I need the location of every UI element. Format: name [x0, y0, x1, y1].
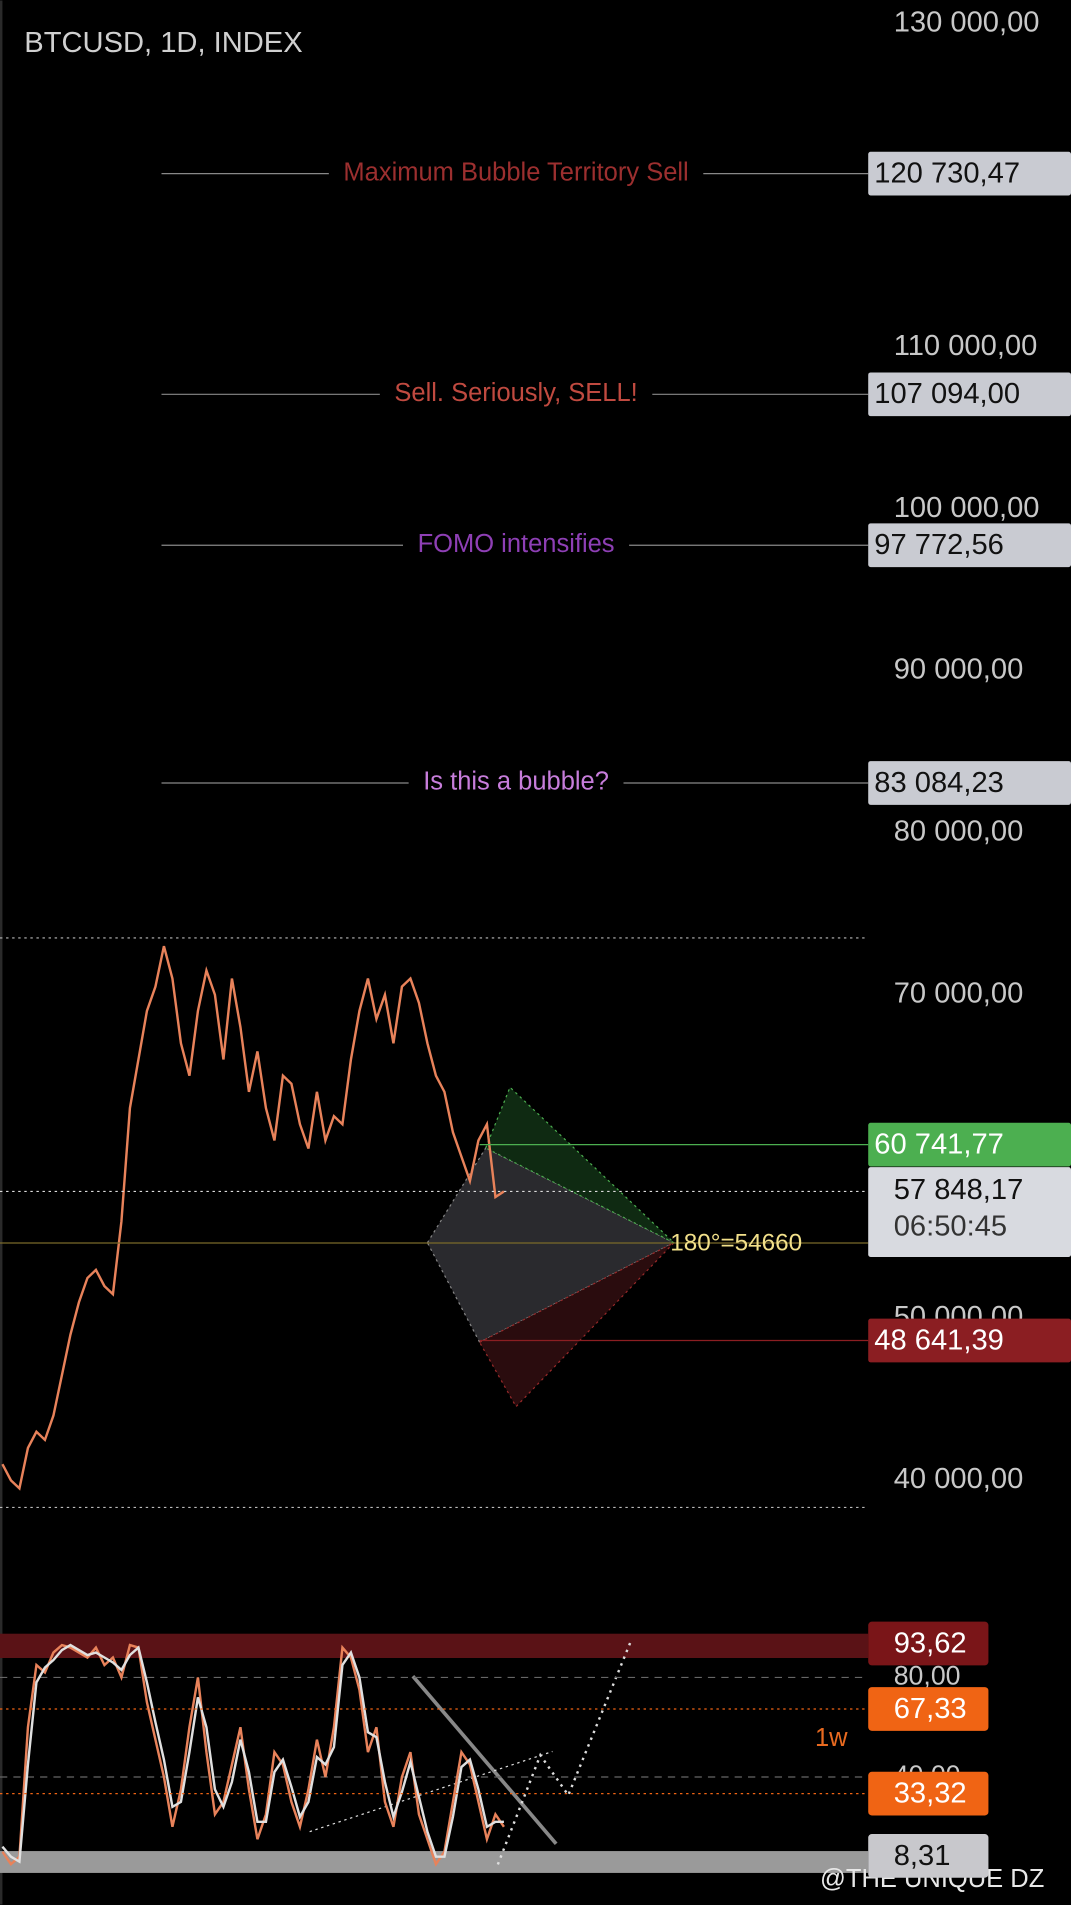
y-tick-label: 90 000,00	[894, 654, 1024, 686]
projection-down	[478, 1242, 675, 1408]
y-tick-label: 80,00	[894, 1660, 961, 1690]
series-line	[1, 945, 505, 1491]
price-label-box	[868, 761, 1071, 805]
price-label: 48 641,39	[874, 1324, 1004, 1356]
projection-up	[484, 1086, 675, 1244]
y-tick-label: 100 000,00	[894, 492, 1040, 524]
value-label: 93,62	[894, 1627, 967, 1659]
price-label: 107 094,00	[874, 378, 1020, 410]
overbought-band	[0, 1633, 869, 1658]
price-label: 120 730,47	[874, 158, 1020, 190]
support-line	[309, 1750, 553, 1833]
level-label: Maximum Bubble Territory Sell	[343, 158, 688, 186]
value-label: 67,33	[894, 1693, 967, 1725]
target-label: 180°=54660	[670, 1230, 802, 1257]
projection-path	[496, 1639, 633, 1865]
price-label: 57 848,17	[894, 1174, 1024, 1206]
y-tick-label: 80 000,00	[894, 816, 1024, 848]
level-label: Is this a bubble?	[423, 768, 609, 796]
price-label-box	[868, 1167, 1071, 1258]
value-label-box	[868, 1621, 989, 1666]
price-label: 97 772,56	[874, 529, 1004, 561]
price-label-box	[868, 151, 1071, 196]
y-tick-label: 70 000,00	[894, 977, 1024, 1009]
y-tick-label: 40 000,00	[894, 1463, 1024, 1495]
value-label-box	[868, 1834, 989, 1878]
y-tick-label: 110 000,00	[894, 330, 1038, 362]
value-label: 33,32	[894, 1778, 967, 1810]
level-label: FOMO intensifies	[418, 530, 615, 558]
series-line	[1, 1643, 505, 1867]
value-label: 8,31	[894, 1840, 951, 1872]
chart-title: BTCUSD, 1D, INDEX	[24, 27, 302, 59]
price-label: 60 741,77	[874, 1129, 1004, 1161]
price-label-box	[868, 1122, 1071, 1167]
interval-label: 1w	[815, 1724, 848, 1752]
price-label-box	[868, 372, 1071, 417]
price-label: 83 084,23	[874, 767, 1004, 799]
y-tick-label: 130 000,00	[894, 6, 1040, 38]
level-label: Sell. Seriously, SELL!	[394, 379, 637, 407]
trend-line	[411, 1675, 558, 1845]
price-label-box	[868, 523, 1071, 568]
countdown: 06:50:45	[894, 1211, 1007, 1243]
value-label-box	[868, 1687, 989, 1731]
value-label-box	[868, 1771, 989, 1816]
series-line	[1, 1643, 504, 1864]
price-label-box	[868, 1318, 1071, 1363]
